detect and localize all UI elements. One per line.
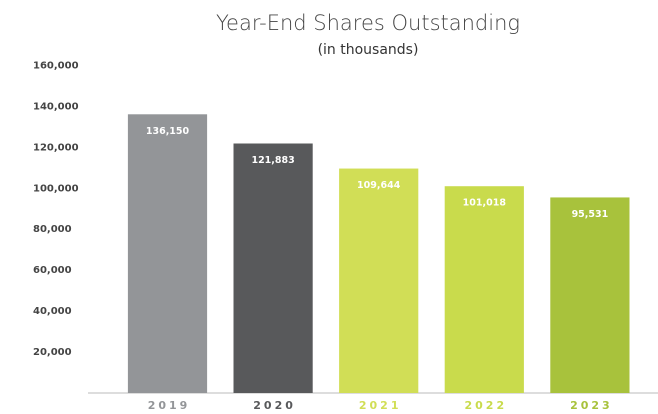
y-tick-label: 40,000: [33, 306, 72, 317]
bar: [233, 143, 313, 393]
bar: [127, 114, 208, 393]
x-tick-label: 2020: [253, 399, 296, 412]
value-label: 121,883: [251, 155, 294, 166]
x-tick-label: 2023: [570, 399, 613, 412]
y-tick-label: 120,000: [33, 142, 79, 153]
x-tick-label: 2021: [359, 399, 402, 412]
y-tick-label: 60,000: [33, 265, 72, 276]
y-tick-label: 100,000: [33, 183, 79, 194]
x-tick-label: 2022: [464, 399, 507, 412]
value-label: 109,644: [357, 180, 401, 191]
chart-subtitle: (in thousands): [318, 42, 419, 58]
y-tick-label: 20,000: [33, 347, 72, 358]
value-label: 95,531: [572, 209, 609, 220]
y-tick-label: 160,000: [33, 60, 79, 71]
bar: [339, 168, 419, 393]
y-tick-label: 140,000: [33, 101, 79, 112]
chart-title: Year-End Shares Outstanding: [216, 11, 520, 35]
value-label: 101,018: [463, 198, 507, 209]
bar: [550, 197, 630, 393]
value-label: 136,150: [146, 126, 190, 137]
x-tick-label: 2019: [148, 399, 191, 412]
y-tick-label: 80,000: [33, 224, 72, 235]
bar: [444, 186, 524, 393]
